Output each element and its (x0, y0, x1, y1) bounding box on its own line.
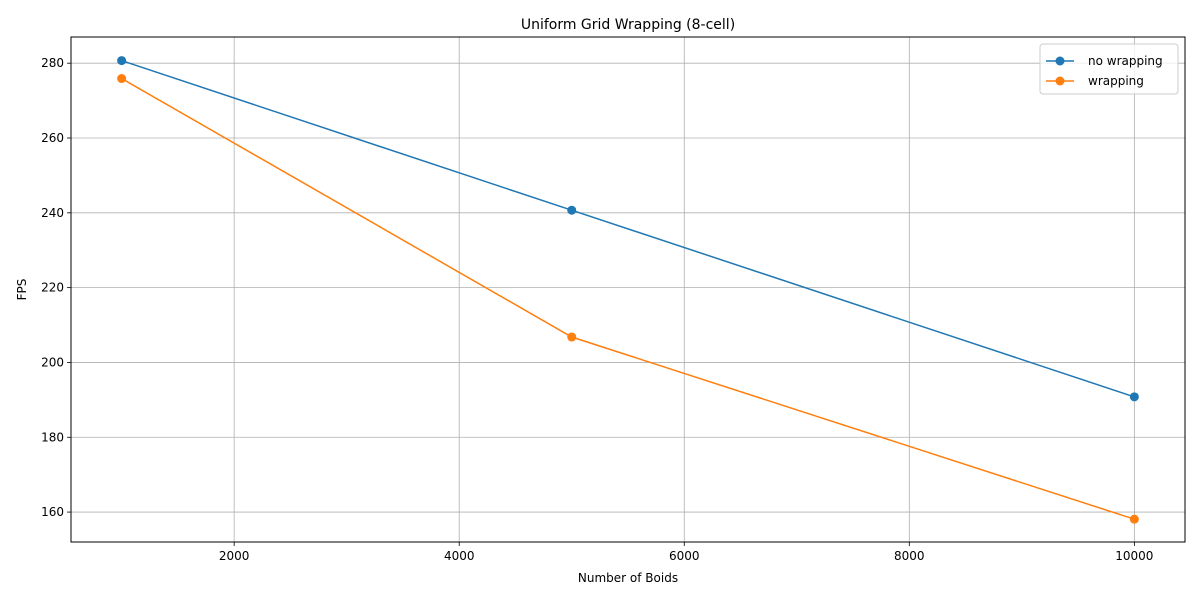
x-tick-label: 2000 (219, 549, 250, 563)
y-tick-label: 160 (41, 505, 64, 519)
y-tick-label: 280 (41, 56, 64, 70)
x-tick-label: 6000 (669, 549, 700, 563)
data-point (567, 205, 577, 215)
data-point (117, 56, 127, 66)
series-1 (117, 74, 1139, 524)
plot-frame (70, 36, 1186, 543)
legend-label: wrapping (1088, 74, 1144, 88)
series-0 (117, 56, 1139, 402)
y-axis: 160 180 200 220 240 260 280 (41, 56, 71, 519)
data-point (117, 74, 127, 84)
y-tick-label: 260 (41, 131, 64, 145)
y-tick-label: 180 (41, 430, 64, 444)
chart-title: Uniform Grid Wrapping (8-cell) (521, 17, 735, 33)
grid-lines (71, 37, 1185, 542)
y-tick-label: 240 (41, 206, 64, 220)
data-point (1129, 514, 1139, 524)
data-point (1129, 392, 1139, 402)
legend-marker (1055, 56, 1065, 66)
data-point (567, 332, 577, 342)
x-tick-label: 4000 (444, 549, 475, 563)
x-tick-label: 10000 (1115, 549, 1153, 563)
legend: no wrapping wrapping (1039, 43, 1179, 95)
x-tick-label: 8000 (894, 549, 925, 563)
x-axis: 2000 4000 6000 8000 10000 (219, 542, 1153, 563)
legend-marker (1055, 76, 1065, 86)
y-tick-label: 220 (41, 281, 64, 295)
legend-box (1039, 43, 1179, 95)
y-axis-label: FPS (15, 279, 29, 301)
series-layer (117, 56, 1139, 524)
y-tick-label: 200 (41, 355, 64, 369)
legend-label: no wrapping (1088, 54, 1163, 68)
x-axis-label: Number of Boids (578, 571, 678, 585)
